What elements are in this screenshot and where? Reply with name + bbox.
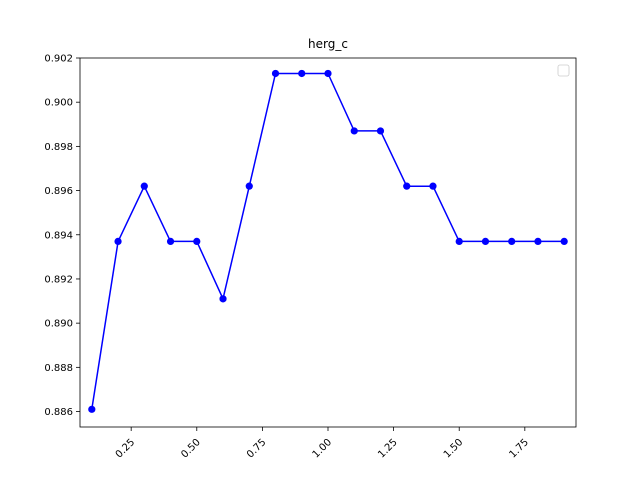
data-point	[455, 237, 463, 245]
data-point	[534, 237, 542, 245]
y-axis: 0.886 0.888 0.890 0.892 0.894 0.896 0.898 0.900…	[44, 54, 80, 418]
y-tick-label: 0.900	[44, 98, 73, 109]
data-point	[429, 182, 437, 190]
y-tick-label: 0.892	[44, 274, 73, 285]
y-tick-label: 0.898	[44, 142, 73, 153]
data-point	[245, 182, 253, 190]
data-point	[508, 237, 516, 245]
data-point	[298, 69, 306, 78]
data-point	[403, 182, 411, 190]
data-point	[271, 69, 280, 78]
plot-area	[80, 58, 576, 427]
chart-title: herg_c	[308, 37, 348, 51]
data-point	[219, 295, 227, 303]
y-tick-label: 0.894	[44, 230, 73, 241]
legend-box	[557, 64, 570, 77]
y-tick-label: 0.888	[44, 363, 73, 374]
data-point	[324, 69, 332, 78]
data-point	[350, 127, 358, 135]
data-point	[114, 237, 122, 245]
data-point	[88, 405, 96, 413]
data-point	[481, 237, 490, 245]
y-tick-label: 0.896	[44, 186, 73, 197]
series-layer	[88, 69, 568, 413]
data-point	[193, 237, 201, 245]
y-tick-label: 0.902	[44, 54, 73, 65]
y-tick-label: 0.890	[44, 319, 73, 330]
data-point	[166, 237, 175, 245]
y-tick-label: 0.886	[44, 407, 73, 418]
data-point	[560, 237, 568, 245]
plot-background	[80, 58, 576, 427]
data-point	[140, 182, 148, 190]
data-point	[376, 127, 385, 135]
plot-frame	[79, 57, 577, 428]
